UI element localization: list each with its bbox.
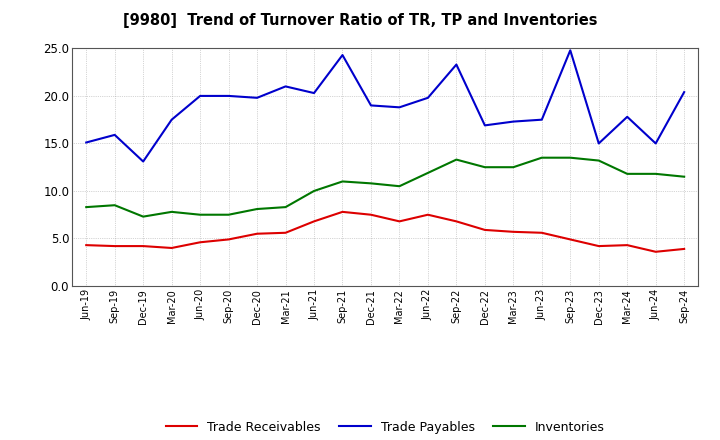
Inventories	[310, 188, 318, 194]
Trade Payables	[253, 95, 261, 100]
Inventories	[423, 170, 432, 176]
Trade Payables	[282, 84, 290, 89]
Inventories	[509, 165, 518, 170]
Trade Receivables	[139, 243, 148, 249]
Line: Inventories: Inventories	[86, 158, 684, 216]
Inventories	[82, 205, 91, 210]
Inventories	[395, 183, 404, 189]
Inventories	[282, 205, 290, 210]
Trade Payables	[680, 89, 688, 95]
Inventories	[338, 179, 347, 184]
Trade Payables	[167, 117, 176, 122]
Trade Receivables	[225, 237, 233, 242]
Inventories	[480, 165, 489, 170]
Inventories	[566, 155, 575, 160]
Inventories	[253, 206, 261, 212]
Trade Receivables	[196, 240, 204, 245]
Inventories	[595, 158, 603, 163]
Inventories	[110, 202, 119, 208]
Inventories	[225, 212, 233, 217]
Trade Receivables	[452, 219, 461, 224]
Inventories	[452, 157, 461, 162]
Trade Payables	[196, 93, 204, 99]
Trade Payables	[509, 119, 518, 124]
Trade Payables	[225, 93, 233, 99]
Legend: Trade Receivables, Trade Payables, Inventories: Trade Receivables, Trade Payables, Inven…	[161, 416, 610, 439]
Trade Payables	[595, 141, 603, 146]
Trade Receivables	[167, 246, 176, 251]
Trade Payables	[310, 91, 318, 96]
Trade Payables	[652, 141, 660, 146]
Trade Payables	[395, 105, 404, 110]
Trade Receivables	[595, 243, 603, 249]
Trade Payables	[366, 103, 375, 108]
Inventories	[167, 209, 176, 215]
Trade Receivables	[623, 242, 631, 248]
Line: Trade Payables: Trade Payables	[86, 50, 684, 161]
Trade Payables	[110, 132, 119, 138]
Trade Receivables	[253, 231, 261, 236]
Trade Receivables	[480, 227, 489, 233]
Inventories	[139, 214, 148, 219]
Trade Payables	[452, 62, 461, 67]
Text: [9980]  Trend of Turnover Ratio of TR, TP and Inventories: [9980] Trend of Turnover Ratio of TR, TP…	[122, 13, 598, 28]
Trade Receivables	[509, 229, 518, 235]
Trade Receivables	[110, 243, 119, 249]
Trade Receivables	[652, 249, 660, 254]
Trade Receivables	[310, 219, 318, 224]
Trade Payables	[338, 52, 347, 58]
Trade Receivables	[680, 246, 688, 252]
Trade Receivables	[82, 242, 91, 248]
Trade Payables	[82, 140, 91, 145]
Inventories	[652, 171, 660, 176]
Inventories	[680, 174, 688, 180]
Trade Payables	[423, 95, 432, 100]
Trade Payables	[480, 123, 489, 128]
Trade Receivables	[423, 212, 432, 217]
Trade Payables	[566, 48, 575, 53]
Trade Receivables	[338, 209, 347, 215]
Trade Receivables	[395, 219, 404, 224]
Inventories	[537, 155, 546, 160]
Trade Receivables	[566, 237, 575, 242]
Line: Trade Receivables: Trade Receivables	[86, 212, 684, 252]
Trade Payables	[623, 114, 631, 120]
Inventories	[366, 181, 375, 186]
Trade Payables	[139, 159, 148, 164]
Trade Payables	[537, 117, 546, 122]
Trade Receivables	[537, 230, 546, 235]
Inventories	[196, 212, 204, 217]
Trade Receivables	[366, 212, 375, 217]
Inventories	[623, 171, 631, 176]
Trade Receivables	[282, 230, 290, 235]
